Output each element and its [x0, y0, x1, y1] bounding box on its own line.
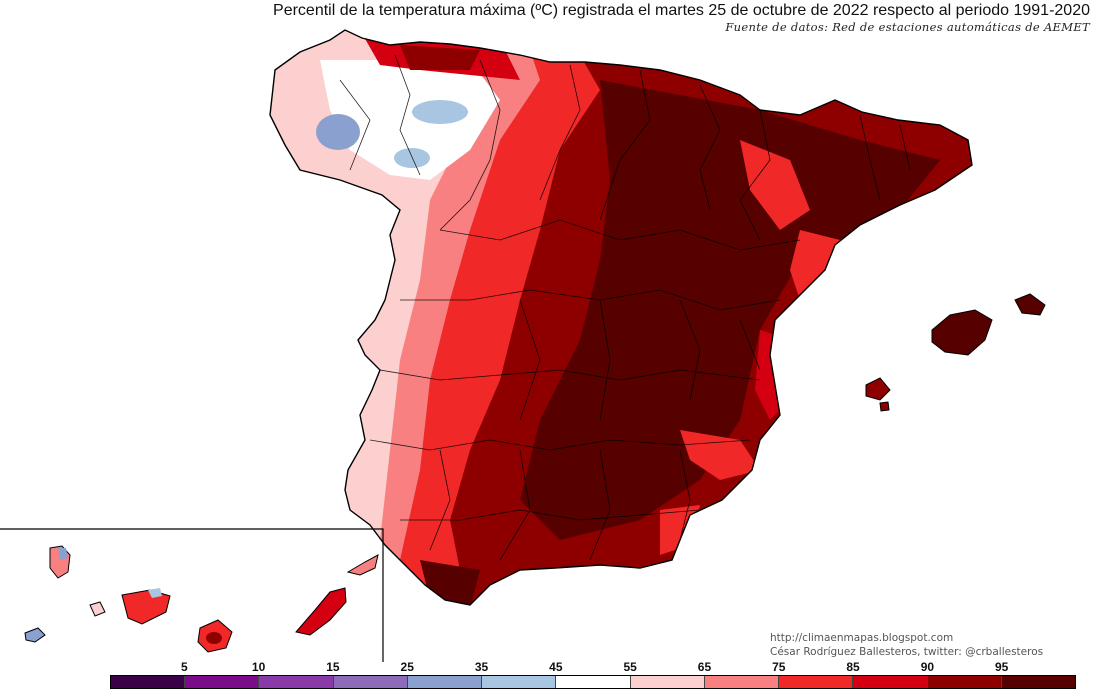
legend-label: 5: [180, 660, 188, 674]
legend-label: 95: [995, 660, 1009, 674]
legend-color-bar: [110, 675, 1076, 689]
legend-label: 25: [400, 660, 414, 674]
legend-label: 10: [251, 660, 266, 674]
legend-label: 55: [623, 660, 637, 674]
legend-label: 35: [474, 660, 489, 674]
blog-url[interactable]: http://climaenmapas.blogspot.com: [770, 632, 954, 644]
author-credit: César Rodríguez Ballesteros, twitter: @c…: [770, 646, 1044, 658]
data-source: Fuente de datos: Red de estaciones autom…: [725, 20, 1090, 34]
canary-islands-inset: [0, 528, 384, 662]
legend-label: 15: [326, 660, 340, 674]
legend-swatch: [185, 676, 260, 688]
map-title: Percentil de la temperatura máxima (ºC) …: [273, 2, 1090, 19]
legend-label: 75: [772, 660, 786, 674]
legend-swatch: [779, 676, 854, 688]
legend-swatch: [407, 676, 483, 688]
legend-swatch: [704, 676, 780, 688]
province-borders: [339, 54, 911, 561]
legend-swatch: [853, 676, 928, 688]
legend-swatch: [1001, 676, 1076, 688]
credits: http://climaenmapas.blogspot.com César R…: [770, 631, 1043, 659]
legend-swatch: [111, 676, 186, 688]
legend-swatch: [482, 676, 557, 688]
legend-swatch: [259, 676, 334, 688]
legend-label: 90: [920, 660, 935, 674]
balearic-islands: [865, 293, 1046, 412]
legend-label: 45: [549, 660, 563, 674]
legend-swatch: [927, 676, 1002, 688]
legend-swatch: [556, 676, 631, 688]
legend-swatch: [630, 676, 705, 688]
legend-swatch: [333, 676, 408, 688]
legend-label: 65: [697, 660, 712, 674]
legend-label: 85: [846, 660, 860, 674]
iberian-peninsula: [269, 29, 973, 606]
legend-labels: 5 10 15 25 35 45 55 65 75 85 90 95: [110, 660, 1076, 674]
